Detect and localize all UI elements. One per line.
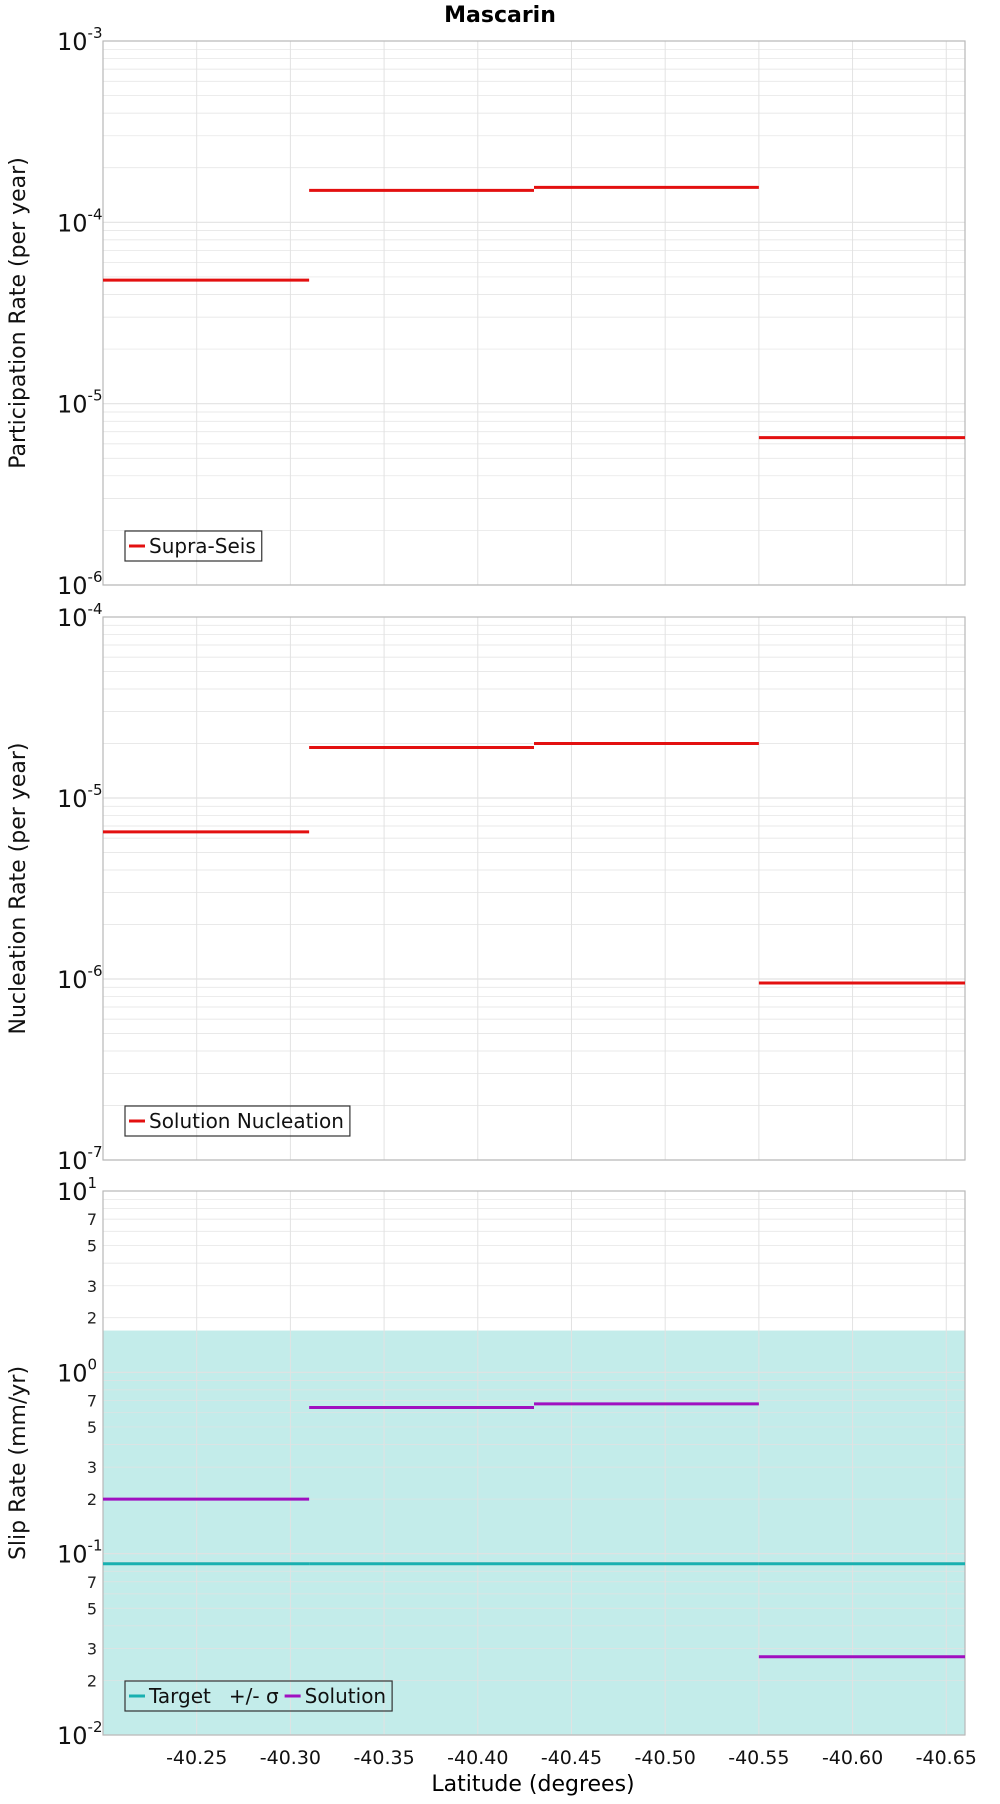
x-tick-label: -40.60 (822, 1747, 883, 1769)
y-tick-exponent: -5 (88, 781, 103, 799)
y-tick-exponent: 1 (88, 1174, 98, 1192)
x-tick-label: -40.25 (166, 1747, 227, 1769)
y-tick-exponent: -6 (88, 568, 103, 586)
y-tick-label: 10-2 (57, 1718, 103, 1750)
x-tick-label: -40.45 (541, 1747, 602, 1769)
legend: Supra-Seis (124, 530, 263, 562)
y-tick-label: 10-1 (57, 1537, 103, 1569)
y-tick-label: 100 (57, 1355, 97, 1387)
legend-label: Supra-Seis (149, 534, 256, 558)
y-minor-tick-label: 7 (87, 1391, 97, 1410)
y-tick-label: 101 (57, 1174, 97, 1206)
x-tick-label: -40.35 (353, 1747, 414, 1769)
y-tick-label: 10-7 (57, 1143, 103, 1175)
legend-box (124, 1680, 393, 1712)
y-tick-exponent: -1 (88, 1537, 103, 1555)
x-tick-label: -40.55 (728, 1747, 789, 1769)
legend-box (124, 1105, 351, 1137)
y-tick-label: 10-4 (57, 600, 103, 632)
chart-title: Mascarin (444, 3, 556, 28)
y-tick-exponent: 0 (88, 1355, 98, 1373)
x-tick-label: -40.65 (916, 1747, 977, 1769)
y-tick-base: 10 (57, 1722, 88, 1750)
plot-frame (102, 616, 966, 1161)
x-tick-label: -40.50 (635, 1747, 696, 1769)
y-tick-label: 10-6 (57, 962, 103, 994)
x-tick-label: -40.40 (447, 1747, 508, 1769)
y-tick-exponent: -4 (88, 600, 103, 618)
y-tick-label: 10-5 (57, 781, 103, 813)
legend-swatch (216, 1692, 225, 1700)
y-tick-exponent: -4 (88, 205, 103, 223)
y-tick-exponent: -2 (88, 1718, 103, 1736)
y-minor-tick-label: 2 (87, 1671, 97, 1690)
y-minor-tick-label: 2 (87, 1309, 97, 1328)
series-solution-nucleation (103, 742, 965, 985)
legend-label: Solution (305, 1684, 386, 1708)
y-tick-base: 10 (57, 209, 88, 237)
y-minor-tick-label: 7 (87, 1573, 97, 1592)
legend-label: Solution Nucleation (149, 1109, 344, 1133)
y-tick-base: 10 (57, 1147, 88, 1175)
plot-frame (102, 1190, 966, 1736)
y-tick-label: 10-5 (57, 387, 103, 419)
legend-box (124, 530, 263, 562)
y-tick-exponent: -3 (88, 24, 103, 42)
y-minor-tick-label: 3 (87, 1639, 97, 1658)
y-axis-label: Slip Rate (mm/yr) (6, 1366, 31, 1560)
y-tick-base: 10 (57, 785, 88, 813)
y-minor-tick-label: 5 (87, 1599, 97, 1618)
y-tick-base: 10 (57, 572, 88, 600)
y-minor-tick-label: 3 (87, 1277, 97, 1296)
x-axis-label: Latitude (degrees) (431, 1772, 634, 1797)
y-tick-base: 10 (57, 966, 88, 994)
y-tick-base: 10 (57, 28, 88, 56)
legend: Solution Nucleation (124, 1105, 351, 1137)
plot-frame (102, 40, 966, 586)
legend-label: Target (148, 1684, 211, 1708)
y-tick-label: 10-3 (57, 24, 103, 56)
y-tick-base: 10 (57, 1178, 88, 1206)
sigma-band (103, 1330, 965, 1735)
x-tick-label: -40.30 (260, 1747, 321, 1769)
y-tick-exponent: -5 (88, 387, 103, 405)
y-minor-tick-label: 7 (87, 1210, 97, 1229)
y-tick-label: 10-4 (57, 205, 103, 237)
y-tick-base: 10 (57, 1541, 88, 1569)
y-axis-label: Nucleation Rate (per year) (6, 743, 31, 1035)
y-axis-label: Participation Rate (per year) (6, 157, 31, 469)
legend-label: +/- σ (229, 1684, 279, 1708)
y-tick-base: 10 (57, 1359, 88, 1387)
y-minor-tick-label: 5 (87, 1237, 97, 1256)
y-tick-base: 10 (57, 391, 88, 419)
y-tick-exponent: -7 (88, 1143, 103, 1161)
y-tick-base: 10 (57, 604, 88, 632)
y-tick-exponent: -6 (88, 962, 103, 980)
series-supra-seis (103, 185, 965, 440)
y-minor-tick-label: 3 (87, 1458, 97, 1477)
series-solution (103, 1402, 965, 1659)
y-minor-tick-label: 2 (87, 1490, 97, 1509)
y-tick-label: 10-6 (57, 568, 103, 600)
legend: Target +/- σ Solution (124, 1680, 393, 1712)
y-minor-tick-label: 5 (87, 1418, 97, 1437)
